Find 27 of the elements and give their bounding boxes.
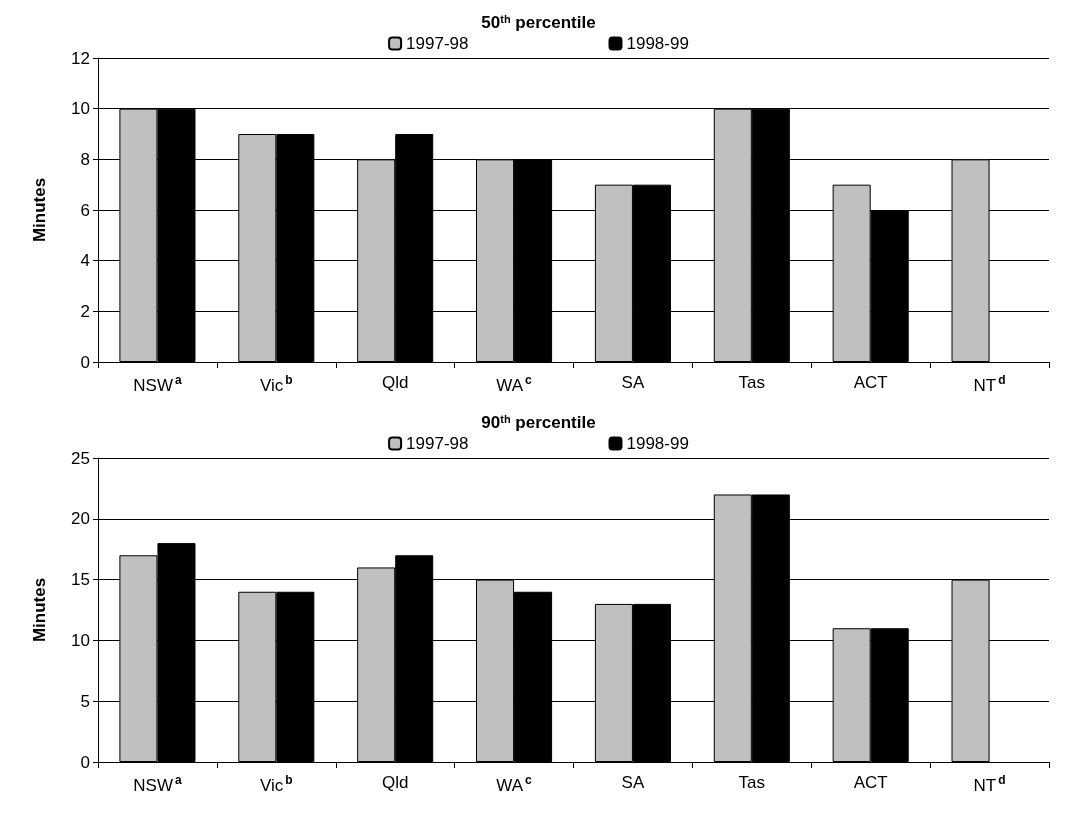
- y-tick-label: 12: [71, 48, 90, 68]
- y-tick-label: 15: [71, 570, 90, 590]
- x-tick-label: SA: [621, 773, 645, 792]
- x-tick-label: ACT: [853, 773, 888, 792]
- y-tick-label: 4: [80, 251, 90, 271]
- y-tick-label: 0: [80, 352, 90, 372]
- y-axis-title: Minutes: [30, 577, 49, 643]
- y-tick-label: 6: [80, 200, 90, 220]
- y-tick-label: 2: [80, 301, 90, 321]
- x-tick-label: Qld: [381, 773, 409, 792]
- y-tick-label: 10: [71, 630, 90, 650]
- y-tick-label: 25: [71, 448, 90, 468]
- legend-label: 1998-99: [626, 34, 689, 53]
- y-axis-title: Minutes: [30, 177, 49, 243]
- x-tick-label: Tas: [738, 373, 766, 392]
- x-tick-label: ACT: [853, 373, 888, 392]
- legend-label: 1998-99: [626, 434, 689, 453]
- y-tick-label: 5: [80, 691, 90, 711]
- y-tick-label: 8: [80, 149, 90, 169]
- y-tick-label: 0: [80, 752, 90, 772]
- y-tick-label: 20: [71, 509, 90, 529]
- x-tick-label: Tas: [738, 773, 766, 792]
- x-tick-label: SA: [621, 373, 645, 392]
- x-tick-label: Qld: [381, 373, 409, 392]
- y-tick-label: 10: [71, 99, 90, 119]
- legend-label: 1997-98: [406, 34, 469, 53]
- legend-label: 1997-98: [406, 434, 469, 453]
